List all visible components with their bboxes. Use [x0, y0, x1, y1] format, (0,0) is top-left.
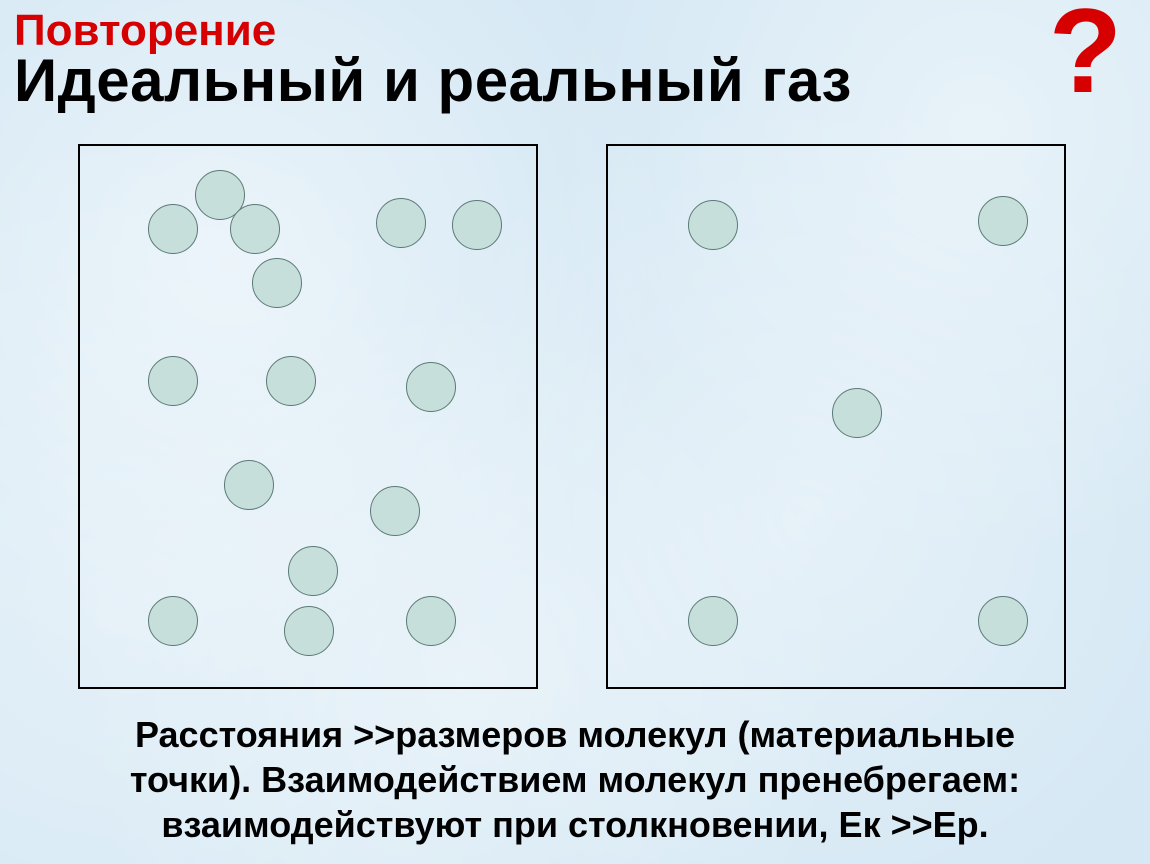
molecule-icon [266, 356, 316, 406]
molecule-icon [148, 356, 198, 406]
gas-box-right [606, 144, 1066, 689]
molecule-icon [148, 596, 198, 646]
molecule-icon [832, 388, 882, 438]
slide-content: Повторение Идеальный и реальный газ ? Ра… [0, 0, 1150, 864]
bottom-text: Расстояния >>размеров молекул (материаль… [0, 712, 1150, 847]
bottom-line-3: взаимодействуют при столкновении, Ек >>Е… [161, 804, 988, 845]
molecule-icon [452, 200, 502, 250]
molecule-icon [376, 198, 426, 248]
molecule-icon [252, 258, 302, 308]
molecule-icon [688, 596, 738, 646]
molecule-icon [224, 460, 274, 510]
molecule-icon [688, 200, 738, 250]
molecule-icon [978, 196, 1028, 246]
question-mark-icon: ? [1049, 0, 1122, 120]
molecule-icon [288, 546, 338, 596]
molecule-icon [978, 596, 1028, 646]
bottom-line-2: точки). Взаимодействием молекул пренебре… [130, 759, 1020, 800]
molecule-icon [406, 362, 456, 412]
main-title: Идеальный и реальный газ [14, 46, 852, 115]
molecule-icon [148, 204, 198, 254]
molecule-icon [406, 596, 456, 646]
molecule-icon [230, 204, 280, 254]
molecule-icon [284, 606, 334, 656]
molecule-icon [370, 486, 420, 536]
gas-box-left [78, 144, 538, 689]
bottom-line-1: Расстояния >>размеров молекул (материаль… [135, 714, 1015, 755]
